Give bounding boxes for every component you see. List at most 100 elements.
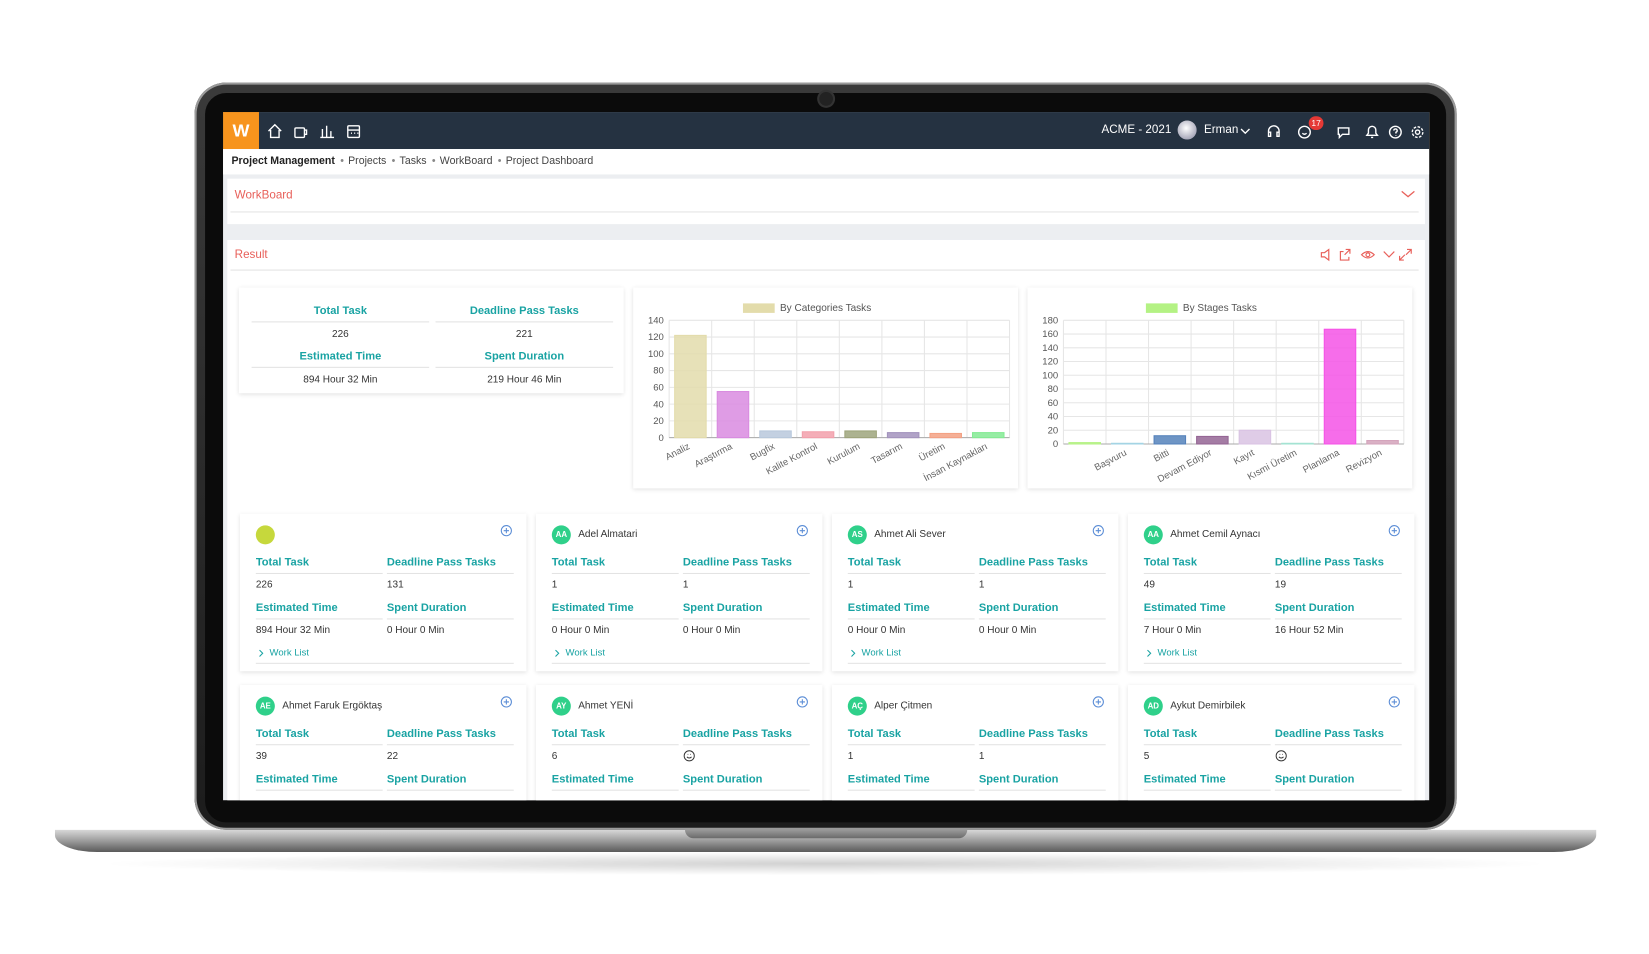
divider bbox=[847, 618, 975, 620]
y-tick-label: 20 bbox=[1048, 425, 1059, 436]
expand-icon[interactable] bbox=[500, 696, 513, 709]
work-list-link[interactable]: Work List bbox=[1157, 646, 1198, 658]
card-value: 1 bbox=[551, 579, 558, 591]
breadcrumb-item[interactable]: Project Management bbox=[231, 155, 335, 168]
card-label: Estimated Time bbox=[1143, 772, 1226, 786]
card-label: Total Task bbox=[551, 727, 606, 740]
bar bbox=[1323, 328, 1357, 445]
laptop-shadow bbox=[95, 852, 1554, 876]
breadcrumb-item[interactable]: Projects bbox=[335, 155, 386, 167]
card-label: Total Task bbox=[551, 556, 606, 569]
divider bbox=[978, 572, 1106, 575]
laptop-notch bbox=[685, 829, 968, 839]
divider bbox=[435, 321, 614, 323]
summary-value: 894 Hour 32 Min bbox=[303, 374, 378, 386]
expand-icon[interactable] bbox=[1388, 524, 1401, 537]
bar bbox=[1068, 442, 1101, 445]
divider bbox=[386, 789, 514, 791]
legend-swatch bbox=[1145, 303, 1178, 313]
divider bbox=[1143, 618, 1271, 620]
expand-icon[interactable] bbox=[1092, 524, 1105, 537]
user-name[interactable]: Erman bbox=[1204, 123, 1239, 137]
summary-label: Estimated Time bbox=[299, 349, 382, 363]
divider bbox=[978, 744, 1106, 746]
expand-icon[interactable] bbox=[1388, 696, 1401, 709]
y-tick-label: 120 bbox=[648, 332, 664, 343]
divider bbox=[1143, 789, 1271, 791]
card-label: Estimated Time bbox=[1143, 601, 1226, 615]
company[interactable]: ACME - 2021 bbox=[1101, 123, 1172, 137]
card-value: 39 bbox=[255, 750, 268, 763]
breadcrumb: Project ManagementProjectsTasksWorkBoard… bbox=[223, 149, 1430, 175]
bar bbox=[716, 391, 750, 439]
icon-plus bbox=[1095, 699, 1101, 705]
workboard-panel: WorkBoard bbox=[227, 178, 1425, 225]
card-value: 131 bbox=[386, 579, 404, 591]
avatar: AA bbox=[551, 525, 571, 545]
breadcrumb-item[interactable]: WorkBoard bbox=[427, 155, 493, 167]
icon-circle bbox=[500, 696, 512, 708]
work-list-link[interactable]: Work List bbox=[861, 646, 902, 658]
divider bbox=[682, 618, 810, 620]
card-label: Spent Duration bbox=[978, 772, 1059, 786]
card-value: 19 bbox=[1274, 579, 1287, 591]
nav-icons[interactable] bbox=[265, 122, 371, 141]
toolbar-icons[interactable] bbox=[1238, 122, 1428, 141]
icon-circle bbox=[1092, 525, 1104, 537]
section-title[interactable]: WorkBoard bbox=[234, 189, 293, 202]
y-tick-label: 160 bbox=[1042, 329, 1058, 340]
camera bbox=[819, 91, 833, 106]
bar bbox=[801, 431, 835, 439]
y-tick-label: 60 bbox=[1048, 398, 1059, 409]
card-label: Total Task bbox=[847, 727, 902, 740]
divider bbox=[551, 789, 679, 791]
card-value: 226 bbox=[255, 579, 273, 591]
user-card: AS Ahmet Ali Sever Total Task 1 Deadline Pas… bbox=[831, 513, 1119, 672]
user-card: AY Ahmet YENİ Total Task 6 Deadline Pass Tas… bbox=[535, 685, 823, 801]
divider bbox=[551, 618, 679, 620]
collapse-icon[interactable] bbox=[1401, 189, 1416, 200]
user-name: Alper Çitmen bbox=[874, 699, 933, 712]
icon-circle bbox=[1388, 696, 1400, 708]
summary-value: 221 bbox=[515, 328, 533, 341]
x-tick-label: Analiz bbox=[664, 441, 692, 463]
x-tick-label: Kayıt bbox=[1232, 447, 1257, 467]
expand-icon[interactable] bbox=[1092, 696, 1105, 709]
panel-tools[interactable] bbox=[1318, 247, 1424, 262]
x-tick-label: Araştırma bbox=[693, 441, 735, 470]
expand-icon[interactable] bbox=[796, 524, 809, 537]
user-name: Aykut Demirbilek bbox=[1170, 699, 1246, 712]
summary-value: 226 bbox=[331, 328, 349, 341]
icon-plus bbox=[799, 699, 805, 705]
divider bbox=[551, 744, 679, 746]
x-tick-label: Bugfix bbox=[748, 441, 777, 463]
legend-swatch bbox=[742, 303, 775, 313]
work-list-link[interactable]: Work List bbox=[565, 646, 606, 658]
card-label: Estimated Time bbox=[847, 772, 930, 786]
logo[interactable]: W bbox=[223, 112, 259, 150]
summary-label: Spent Duration bbox=[484, 349, 565, 363]
expand-icon[interactable] bbox=[500, 524, 513, 537]
card-label: Total Task bbox=[1143, 556, 1198, 569]
smiley-mouth bbox=[1278, 753, 1284, 759]
y-tick-label: 120 bbox=[1042, 357, 1058, 368]
y-tick-label: 80 bbox=[1048, 384, 1059, 395]
notification-badge: 17 bbox=[1308, 116, 1324, 131]
expand-icon[interactable] bbox=[796, 696, 809, 709]
user-card: AE Ahmet Faruk Ergöktaş Total Task 39 Deadli… bbox=[239, 685, 527, 801]
work-list-link[interactable]: Work List bbox=[269, 646, 310, 658]
divider bbox=[1274, 744, 1402, 746]
breadcrumb-item[interactable]: Project Dashboard bbox=[492, 155, 593, 167]
breadcrumb-item[interactable]: Tasks bbox=[386, 155, 426, 167]
summary-value: 219 Hour 46 Min bbox=[487, 374, 562, 386]
bar bbox=[1281, 442, 1314, 445]
x-tick-label: Bitti bbox=[1152, 447, 1171, 464]
avatar bbox=[255, 525, 275, 545]
user-avatar[interactable] bbox=[1177, 120, 1197, 140]
bar bbox=[844, 430, 877, 439]
card-value: 7 Hour 0 Min bbox=[1143, 624, 1202, 637]
user-card: AA Ahmet Cemil Aynacı Total Task 49 Deadline… bbox=[1127, 513, 1415, 672]
card-value: 1 bbox=[847, 579, 854, 591]
chevron bbox=[555, 649, 560, 657]
